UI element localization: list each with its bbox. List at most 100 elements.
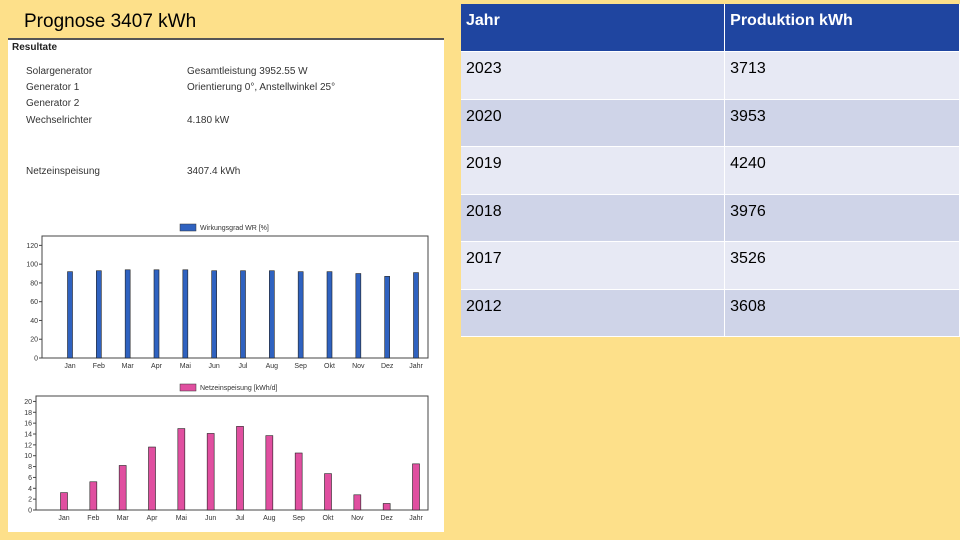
bar [89, 481, 98, 511]
bar [265, 435, 274, 511]
x-tick-label: Mai [176, 515, 188, 522]
result-value: 3407.4 kWh [187, 166, 241, 177]
legend-label: Wirkungsgrad WR [%] [200, 225, 269, 232]
x-tick-label: Okt [324, 363, 335, 370]
production-cell: 3608 [724, 289, 960, 337]
result-row: Netzeinspeisung 3407.4 kWh [26, 166, 426, 179]
year-cell: 2023 [461, 51, 726, 100]
efficiency-chart: Wirkungsgrad WR [%] 0 20 40 60 80 100 120 Jan Feb… [26, 223, 429, 370]
x-tick-label: Mai [180, 363, 192, 370]
legend-swatch [179, 383, 197, 392]
x-tick-label: Dez [380, 515, 393, 522]
bar [412, 463, 420, 511]
results-heading: Resultate [12, 42, 58, 53]
x-tick-label: Jun [205, 515, 216, 522]
bar [60, 492, 68, 511]
y-tick-label: 6 [28, 475, 32, 482]
bar [206, 433, 215, 511]
x-tick-label: Jan [64, 363, 75, 370]
y-tick-label: 120 [26, 243, 38, 250]
table-row: 2019 4240 [461, 146, 960, 195]
bar [96, 270, 102, 359]
x-tick-label: Jan [58, 515, 69, 522]
forecast-document: Resultate Solargenerator Gesamtleistung 3… [8, 38, 444, 532]
x-tick-label: Sep [294, 363, 307, 370]
table-row: 2018 3976 [461, 194, 960, 242]
table-header-row: Jahr Produktion kWh [461, 4, 960, 52]
production-cell: 3526 [724, 241, 960, 290]
y-tick-label: 8 [28, 464, 32, 471]
result-row: Generator 2 [26, 98, 426, 111]
x-tick-label: Feb [87, 515, 99, 522]
bar [353, 494, 362, 511]
y-tick-label: 60 [30, 299, 38, 306]
x-tick-label: Jul [236, 515, 245, 522]
production-cell: 3953 [724, 99, 960, 147]
x-tick-label: Jahr [409, 515, 423, 522]
x-tick-label: Jun [209, 363, 220, 370]
x-tick-label: Jahr [409, 363, 423, 370]
x-tick-label: Mar [122, 363, 135, 370]
bar [153, 269, 160, 359]
y-tick-label: 4 [28, 486, 32, 493]
production-table: Jahr Produktion kWh 2023 3713 2020 3953 2019… [461, 4, 960, 337]
y-tick-label: 18 [24, 410, 32, 417]
year-cell: 2019 [461, 146, 726, 195]
result-row: Solargenerator Gesamtleistung 3952.55 W [26, 66, 426, 79]
result-label: Solargenerator [26, 66, 93, 77]
bar [148, 446, 156, 511]
x-tick-label: Apr [151, 363, 163, 370]
legend-label: Netzeinspeisung [kWh/d] [200, 385, 277, 392]
bar [294, 452, 303, 511]
result-value: Gesamtleistung 3952.55 W [187, 66, 308, 77]
y-tick-label: 2 [28, 497, 32, 504]
y-tick-label: 100 [26, 262, 38, 269]
x-tick-label: Aug [266, 363, 279, 370]
bar [324, 473, 332, 511]
header-year: Jahr [461, 4, 726, 52]
year-cell: 2020 [461, 99, 726, 147]
y-tick-label: 14 [24, 432, 32, 439]
bar [124, 269, 131, 359]
x-tick-label: Feb [93, 363, 105, 370]
result-row: Generator 1 Orientierung 0°, Anstellwinke… [26, 82, 426, 95]
result-label: Generator 1 [26, 82, 80, 93]
x-tick-label: Dez [381, 363, 394, 370]
y-tick-label: 20 [24, 399, 32, 406]
table-row: 2023 3713 [461, 51, 960, 100]
x-tick-label: Sep [292, 515, 305, 522]
bar [182, 269, 189, 359]
table-row: 2012 3608 [461, 289, 960, 337]
year-cell: 2017 [461, 241, 726, 290]
x-tick-label: Mar [117, 515, 130, 522]
legend-swatch [179, 223, 197, 232]
y-tick-label: 16 [24, 421, 32, 428]
bar [413, 272, 419, 359]
x-tick-label: Jul [239, 363, 248, 370]
x-tick-label: Nov [351, 515, 364, 522]
bar [269, 270, 275, 359]
y-tick-label: 10 [24, 453, 32, 460]
plot-frame [35, 395, 429, 511]
feed-in-chart: Netzeinspeisung [kWh/d] 0 2 4 6 8 10 12 14 16 18 20… [24, 383, 429, 522]
result-value: 4.180 kW [187, 115, 230, 126]
header-production: Produktion kWh [724, 4, 960, 52]
plot-frame [41, 235, 429, 359]
table-row: 2017 3526 [461, 241, 960, 290]
bar [382, 503, 391, 511]
result-label: Generator 2 [26, 98, 80, 109]
bar [177, 428, 186, 511]
production-cell: 3713 [724, 51, 960, 100]
y-tick-label: 80 [30, 280, 38, 287]
result-value: Orientierung 0°, Anstellwinkel 25° [187, 82, 336, 93]
bar [240, 270, 246, 359]
result-label: Wechselrichter [26, 115, 92, 126]
result-row: Wechselrichter 4.180 kW [26, 115, 426, 128]
result-label: Netzeinspeisung [26, 166, 100, 177]
bar [326, 271, 333, 359]
x-tick-label: Aug [263, 515, 276, 522]
x-tick-label: Apr [147, 515, 159, 522]
bar [297, 271, 304, 359]
slide-title: Prognose 3407 kWh [24, 11, 197, 32]
production-cell: 3976 [724, 194, 960, 242]
